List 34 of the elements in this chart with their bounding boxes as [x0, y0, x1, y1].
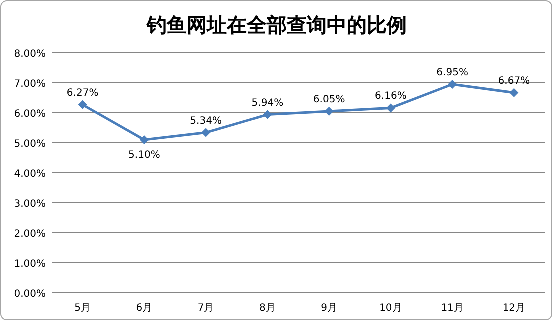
point — [510, 88, 519, 98]
point — [263, 110, 272, 120]
x-tick-label: 7月 — [198, 303, 214, 314]
point — [386, 104, 396, 113]
point — [448, 80, 458, 89]
chart-title: 钓鱼网址在全部查询中的比例 — [146, 13, 407, 37]
point — [202, 128, 211, 138]
data-label: 6.16% — [375, 91, 407, 102]
x-tick-label: 10月 — [380, 303, 402, 314]
y-tick-label: 0.00% — [14, 289, 46, 300]
x-tick-label: 5月 — [74, 303, 91, 314]
data-label: 6.27% — [66, 88, 99, 99]
y-tick-label: 6.00% — [14, 109, 46, 120]
x-tick-label: 12月 — [502, 303, 526, 314]
data-label: 5.94% — [252, 98, 284, 109]
data-label: 5.34% — [190, 116, 222, 127]
y-tick-label: 3.00% — [14, 199, 46, 210]
y-tick-label: 8.00% — [14, 49, 46, 60]
x-tick-label: 6月 — [136, 303, 153, 314]
data-label: 6.05% — [313, 94, 346, 106]
data-label: 5.10% — [128, 150, 160, 161]
x-tick-label: 9月 — [321, 303, 338, 314]
point — [324, 107, 334, 116]
y-tick-label: 1.00% — [14, 259, 46, 270]
y-tick-label: 5.00% — [14, 139, 46, 150]
x-tick-label: 11月 — [441, 303, 464, 314]
x-tick-label: 8月 — [260, 303, 276, 314]
point — [78, 100, 88, 110]
data-label: 6.67% — [498, 76, 530, 87]
point — [140, 136, 149, 144]
y-tick-label: 7.00% — [14, 79, 46, 90]
y-tick-label: 2.00% — [14, 229, 46, 240]
y-tick-label: 4.00% — [14, 169, 46, 180]
data-label: 6.95% — [436, 68, 468, 78]
